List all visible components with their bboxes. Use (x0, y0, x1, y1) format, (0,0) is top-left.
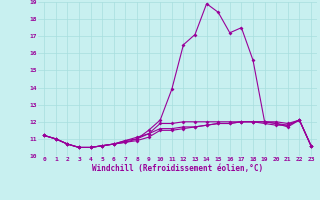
X-axis label: Windchill (Refroidissement éolien,°C): Windchill (Refroidissement éolien,°C) (92, 164, 263, 173)
